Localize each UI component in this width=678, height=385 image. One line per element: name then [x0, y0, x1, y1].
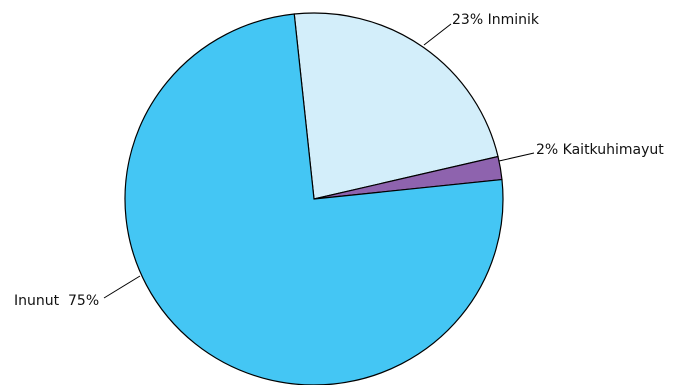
pie-slice-inminik: [293, 12, 499, 200]
slice-label-inminik: 23% Inminik: [452, 12, 540, 28]
slice-label-kaitkuhimayut: 2% Kaitkuhimayut: [536, 142, 664, 158]
leader-line-kaitkuhimayut: [498, 152, 535, 162]
pie-slices: [124, 12, 504, 385]
leader-line-inunut: [103, 275, 141, 299]
slice-label-inunut: Inunut 75%: [14, 293, 99, 309]
leader-line-inminik: [423, 23, 452, 46]
pie-slice-inunut: [124, 13, 504, 385]
